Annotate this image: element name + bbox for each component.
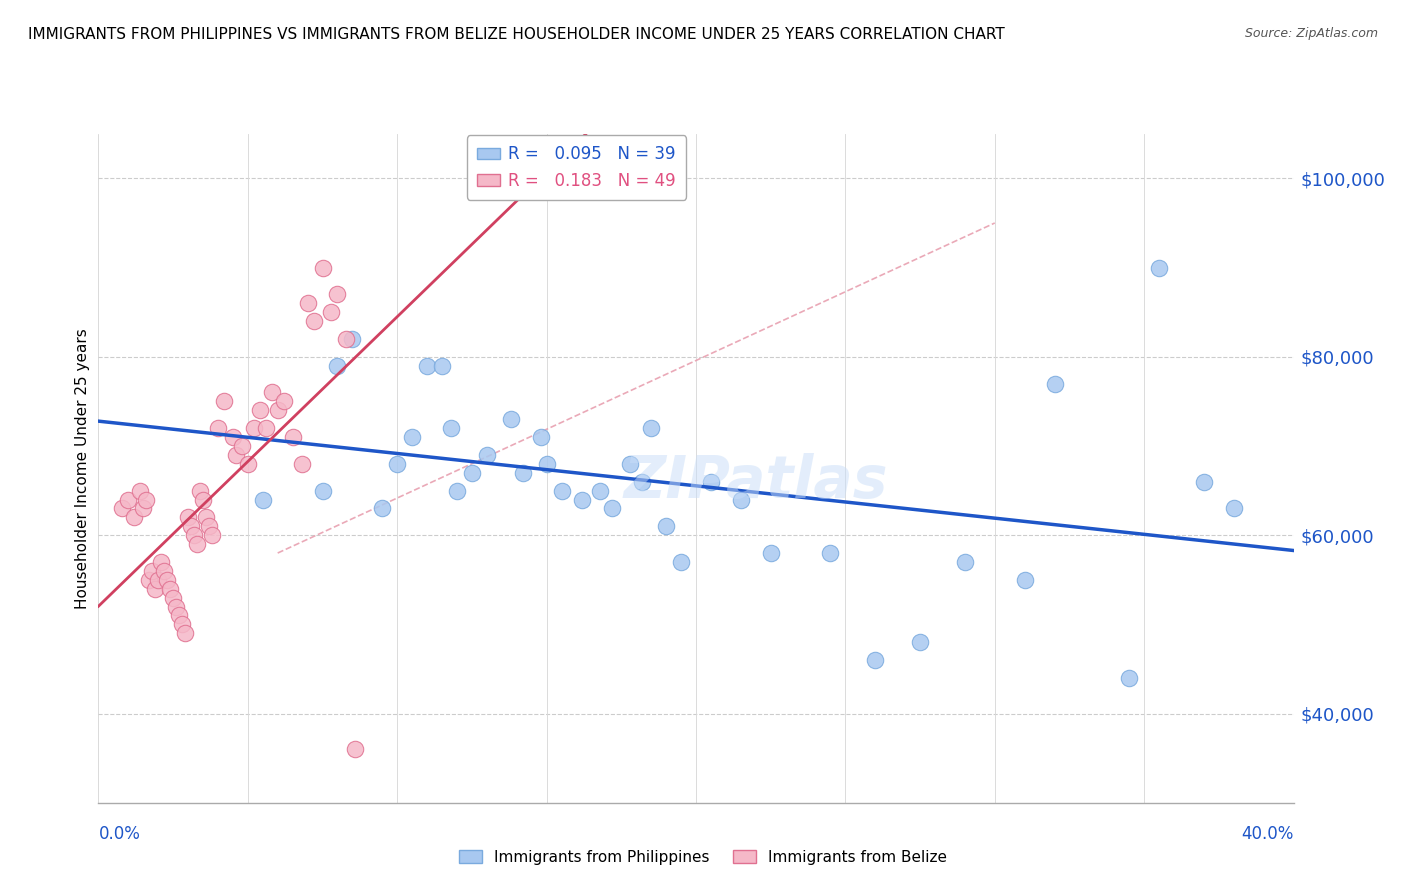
Point [430, 359, 453, 373]
Point [571, 492, 593, 507]
Point [172, 617, 194, 632]
Text: 40.0%: 40.0% [1241, 825, 1294, 843]
Point [267, 403, 290, 417]
Point [440, 421, 463, 435]
Point [225, 448, 247, 462]
Point [512, 466, 534, 480]
Point [254, 421, 277, 435]
Point [700, 475, 723, 489]
Point [602, 501, 624, 516]
Point [174, 626, 197, 640]
Point [326, 359, 349, 373]
Text: 0.0%: 0.0% [98, 825, 141, 843]
Point [124, 510, 146, 524]
Point [159, 582, 181, 596]
Point [153, 564, 176, 578]
Point [156, 573, 179, 587]
Point [138, 573, 160, 587]
Point [536, 457, 558, 471]
Point [730, 492, 752, 507]
Point [529, 430, 551, 444]
Legend: R =   0.095   N = 39, R =   0.183   N = 49: R = 0.095 N = 39, R = 0.183 N = 49 [467, 136, 686, 200]
Y-axis label: Householder Income Under 25 years: Householder Income Under 25 years [75, 328, 90, 608]
Point [183, 528, 205, 542]
Point [759, 546, 782, 560]
Point [165, 599, 187, 614]
Point [236, 457, 259, 471]
Point [212, 394, 235, 409]
Point [141, 564, 163, 578]
Point [252, 492, 274, 507]
Point [1014, 573, 1036, 587]
Point [249, 403, 271, 417]
Point [655, 519, 678, 533]
Point [1118, 671, 1140, 685]
Point [222, 430, 245, 444]
Point [273, 394, 295, 409]
Point [820, 546, 842, 560]
Point [371, 501, 394, 516]
Point [550, 483, 572, 498]
Point [186, 537, 208, 551]
Point [416, 359, 439, 373]
Point [311, 260, 333, 275]
Point [953, 555, 976, 569]
Point [260, 385, 283, 400]
Point [198, 519, 221, 533]
Point [631, 475, 654, 489]
Point [281, 430, 304, 444]
Point [461, 466, 484, 480]
Text: IMMIGRANTS FROM PHILIPPINES VS IMMIGRANTS FROM BELIZE HOUSEHOLDER INCOME UNDER 2: IMMIGRANTS FROM PHILIPPINES VS IMMIGRANT… [28, 27, 1005, 42]
Point [401, 430, 423, 444]
Point [446, 483, 468, 498]
Point [129, 483, 152, 498]
Point [589, 483, 612, 498]
Point [201, 528, 224, 542]
Point [162, 591, 184, 605]
Point [231, 439, 253, 453]
Point [167, 608, 190, 623]
Point [326, 287, 349, 301]
Point [344, 742, 367, 756]
Point [148, 573, 170, 587]
Point [135, 492, 157, 507]
Point [865, 653, 887, 667]
Point [291, 457, 314, 471]
Point [499, 412, 522, 426]
Point [111, 501, 134, 516]
Point [335, 332, 357, 346]
Point [188, 483, 211, 498]
Point [1043, 376, 1066, 391]
Point [132, 501, 155, 516]
Point [150, 555, 173, 569]
Point [302, 314, 325, 328]
Point [195, 510, 218, 524]
Point [177, 510, 200, 524]
Point [117, 492, 139, 507]
Legend: Immigrants from Philippines, Immigrants from Belize: Immigrants from Philippines, Immigrants … [453, 844, 953, 871]
Point [143, 582, 166, 596]
Point [385, 457, 409, 471]
Point [908, 635, 931, 649]
Point [180, 519, 202, 533]
Point [191, 492, 214, 507]
Point [311, 483, 333, 498]
Point [475, 448, 498, 462]
Point [243, 421, 266, 435]
Point [619, 457, 641, 471]
Text: ZIPatlas: ZIPatlas [623, 453, 889, 510]
Point [1223, 501, 1246, 516]
Point [1147, 260, 1170, 275]
Point [669, 555, 692, 569]
Point [297, 296, 319, 310]
Point [321, 305, 343, 319]
Point [640, 421, 662, 435]
Point [1192, 475, 1215, 489]
Text: Source: ZipAtlas.com: Source: ZipAtlas.com [1244, 27, 1378, 40]
Point [207, 421, 229, 435]
Point [342, 332, 364, 346]
